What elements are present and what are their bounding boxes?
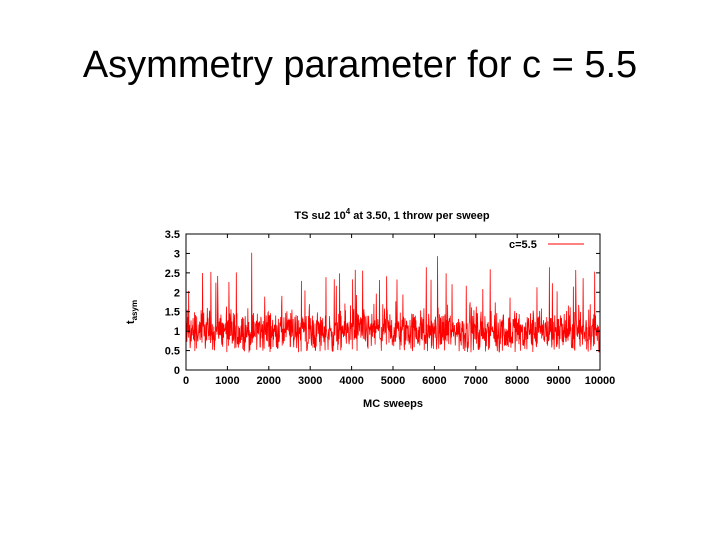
y-axis-label-main: t bbox=[125, 320, 137, 324]
x-tick-label: 0 bbox=[183, 375, 189, 387]
legend: c=5.5 bbox=[509, 239, 584, 251]
x-tick-label: 10000 bbox=[585, 375, 616, 387]
plot-frame bbox=[185, 233, 601, 371]
y-axis-label: tasym bbox=[125, 300, 139, 324]
x-tick-label: 5000 bbox=[381, 375, 405, 387]
chart-title-main: TS su2 10 bbox=[294, 210, 345, 222]
axes-layer: 0 0.5 1 1.5 2 2.5 3 3.5 0 1000 2000 3000 4000 5000 600… bbox=[165, 229, 616, 387]
x-tick-label: 8000 bbox=[505, 375, 529, 387]
x-tick-label: 7000 bbox=[464, 375, 488, 387]
x-tick-label: 9000 bbox=[546, 375, 570, 387]
y-tick-label: 2.5 bbox=[165, 268, 180, 280]
x-axis-label: MC sweeps bbox=[363, 398, 423, 410]
slide-title: Asymmetry parameter for c = 5.5 bbox=[82, 44, 638, 86]
x-tick-label: 1000 bbox=[215, 375, 239, 387]
x-tick-label: 4000 bbox=[339, 375, 363, 387]
y-tick-label: 1 bbox=[174, 326, 180, 338]
x-tick-label: 2000 bbox=[257, 375, 281, 387]
y-axis-label-sub: asym bbox=[130, 300, 139, 320]
y-tick-label: 3 bbox=[174, 248, 180, 260]
series-layer bbox=[185, 252, 601, 353]
y-tick-label: 0.5 bbox=[165, 346, 180, 358]
chart-title: TS su2 104 at 3.50, 1 throw per sweep bbox=[294, 207, 489, 222]
y-tick-label: 1.5 bbox=[165, 307, 180, 319]
chart-title-rest: at 3.50, 1 throw per sweep bbox=[350, 210, 490, 222]
series-line-c5.5 bbox=[185, 252, 601, 353]
legend-label: c=5.5 bbox=[509, 239, 537, 251]
y-tick-label: 0 bbox=[174, 365, 180, 377]
x-tick-label: 6000 bbox=[422, 375, 446, 387]
chart: TS su2 104 at 3.50, 1 throw per sweep ta… bbox=[120, 200, 620, 420]
x-tick-label: 3000 bbox=[298, 375, 322, 387]
y-tick-label: 3.5 bbox=[165, 229, 180, 241]
chart-svg: TS su2 104 at 3.50, 1 throw per sweep ta… bbox=[125, 207, 616, 410]
y-tick-label: 2 bbox=[174, 287, 180, 299]
chart-title-superscript: 4 bbox=[346, 207, 351, 216]
svg-text:tasym: tasym bbox=[125, 300, 139, 324]
